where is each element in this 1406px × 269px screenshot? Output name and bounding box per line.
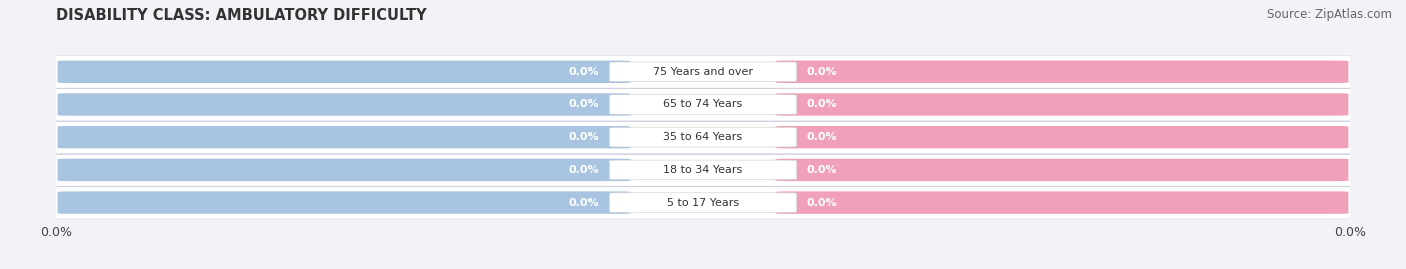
Text: 0.0%: 0.0% [807,100,837,109]
FancyBboxPatch shape [58,126,630,148]
FancyBboxPatch shape [58,93,630,116]
Text: 5 to 17 Years: 5 to 17 Years [666,198,740,208]
FancyBboxPatch shape [776,93,1348,116]
Text: 0.0%: 0.0% [807,67,837,77]
FancyBboxPatch shape [58,61,630,83]
FancyBboxPatch shape [609,62,797,82]
FancyBboxPatch shape [776,126,1348,148]
Text: DISABILITY CLASS: AMBULATORY DIFFICULTY: DISABILITY CLASS: AMBULATORY DIFFICULTY [56,8,427,23]
Text: 0.0%: 0.0% [807,132,837,142]
Text: 18 to 34 Years: 18 to 34 Years [664,165,742,175]
FancyBboxPatch shape [49,88,1357,121]
FancyBboxPatch shape [49,55,1357,88]
Text: 0.0%: 0.0% [569,132,599,142]
FancyBboxPatch shape [58,191,630,214]
FancyBboxPatch shape [609,95,797,114]
Text: 0.0%: 0.0% [807,198,837,208]
FancyBboxPatch shape [49,154,1357,186]
FancyBboxPatch shape [776,191,1348,214]
Text: 0.0%: 0.0% [569,67,599,77]
FancyBboxPatch shape [776,61,1348,83]
FancyBboxPatch shape [58,159,630,181]
FancyBboxPatch shape [609,193,797,213]
Text: 0.0%: 0.0% [569,165,599,175]
Text: 65 to 74 Years: 65 to 74 Years [664,100,742,109]
FancyBboxPatch shape [49,186,1357,219]
FancyBboxPatch shape [609,160,797,180]
Text: Source: ZipAtlas.com: Source: ZipAtlas.com [1267,8,1392,21]
FancyBboxPatch shape [609,128,797,147]
FancyBboxPatch shape [776,159,1348,181]
Text: 35 to 64 Years: 35 to 64 Years [664,132,742,142]
Text: 75 Years and over: 75 Years and over [652,67,754,77]
Text: 0.0%: 0.0% [569,198,599,208]
Text: 0.0%: 0.0% [807,165,837,175]
FancyBboxPatch shape [49,121,1357,154]
Text: 0.0%: 0.0% [569,100,599,109]
